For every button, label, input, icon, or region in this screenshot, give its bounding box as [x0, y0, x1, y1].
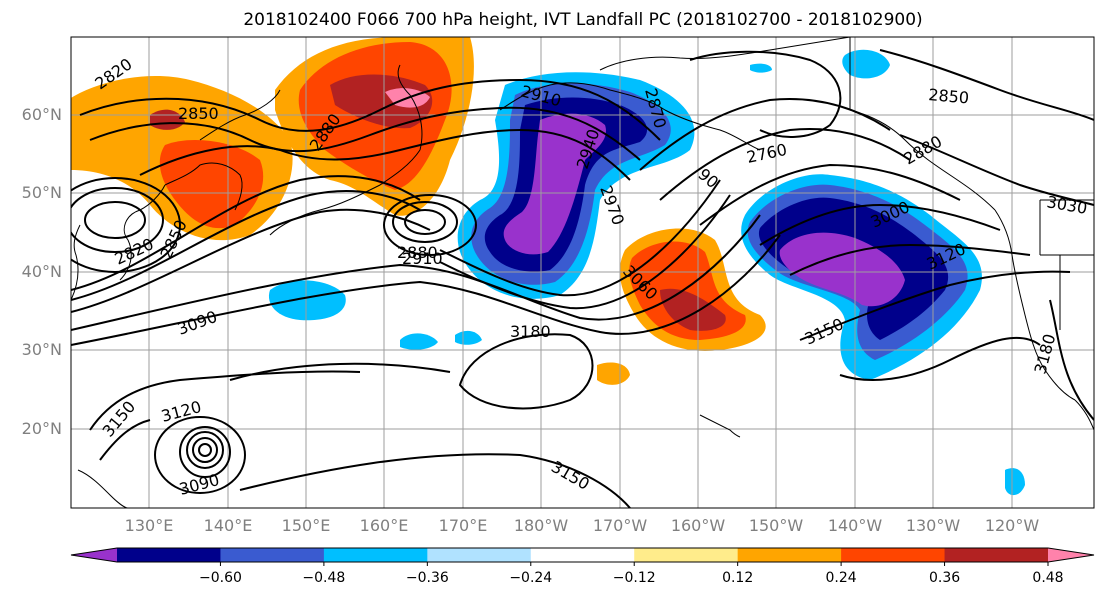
colorbar-tick-label: 0.36: [929, 570, 960, 586]
colorbar-tick-label: −0.48: [302, 570, 345, 586]
map-frame: [70, 36, 1095, 509]
colorbar-segment: [530, 548, 635, 562]
positive-anomaly-max-central: [660, 288, 726, 331]
height-contours: [71, 49, 1094, 508]
plot-title: 2018102400 F066 700 hPa height, IVT Land…: [243, 10, 922, 30]
lon-tick-label: 140°W: [828, 516, 883, 535]
contour-label: 2850: [178, 104, 219, 123]
negative-anomaly-max-central: [503, 113, 606, 255]
lon-tick-labels: 130°E 140°E 150°E 160°E 170°E 180°W 170°…: [125, 516, 1040, 535]
colorbar-segment: [944, 548, 1049, 562]
graticule: [71, 37, 1094, 508]
colorbar-segment: [117, 548, 221, 562]
lat-tick-label: 30°N: [22, 340, 62, 359]
lon-tick-label: 170°W: [593, 516, 648, 535]
colorbar-tick-label: −0.24: [509, 570, 552, 586]
lon-tick-label: 130°E: [125, 516, 174, 535]
colorbar-segment: [323, 548, 428, 562]
lon-tick-label: 160°E: [360, 516, 409, 535]
colorbar-segment: [220, 548, 325, 562]
colorbar-tick-label: −0.36: [406, 570, 449, 586]
lat-tick-label: 40°N: [22, 262, 62, 281]
lat-tick-label: 20°N: [22, 419, 62, 438]
lon-tick-label: 150°E: [282, 516, 331, 535]
negative-anomaly-spot-4: [750, 63, 772, 73]
lon-tick-label: 130°W: [906, 516, 961, 535]
colorbar-segment: [841, 548, 946, 562]
lon-tick-label: 140°E: [204, 516, 253, 535]
lon-tick-label: 160°W: [671, 516, 726, 535]
lon-tick-label: 170°E: [439, 516, 488, 535]
lat-tick-label: 50°N: [22, 183, 62, 202]
lat-tick-labels: 60°N 50°N 40°N 30°N 20°N: [22, 105, 62, 438]
colorbar-tick-label: 0.12: [722, 570, 753, 586]
negative-anomaly-spot-2: [400, 333, 438, 350]
colorbar-segment: [634, 548, 739, 562]
lon-tick-label: 180°W: [514, 516, 569, 535]
colorbar-tick-label: −0.60: [199, 570, 242, 586]
colorbar-outline: [70, 547, 1095, 563]
negative-anomaly-spot-1: [268, 280, 346, 321]
negative-anomaly-max-east: [779, 232, 905, 307]
map-area: 2820 2850 2880 2910 2940 2970 2870 2760 …: [71, 37, 1094, 508]
lon-tick-label: 120°W: [985, 516, 1040, 535]
colorbar-tick-label: −0.12: [613, 570, 656, 586]
contour-label: 2850: [928, 85, 970, 107]
contour-label: 2910: [402, 249, 443, 268]
negative-anomaly-spot-3: [455, 330, 482, 345]
positive-anomaly-spot-small: [597, 362, 630, 385]
negative-anomaly-spot-6: [1005, 468, 1025, 496]
colorbar-tick-label: 0.24: [826, 570, 857, 586]
colorbar: −0.60 −0.48 −0.36 −0.24 −0.12 0.12 0.24 0.36 0.4…: [70, 547, 1095, 586]
negative-anomaly-spot-5: [842, 49, 890, 79]
contour-label: 3180: [510, 322, 551, 341]
colorbar-tick-label: 0.48: [1032, 570, 1063, 586]
colorbar-extend-max: [1048, 548, 1094, 562]
colorbar-segment: [427, 548, 532, 562]
lat-tick-label: 60°N: [22, 105, 62, 124]
contour-label: 2880: [397, 243, 438, 262]
colorbar-extend-min: [71, 548, 117, 562]
lon-tick-label: 150°W: [749, 516, 804, 535]
colorbar-segment: [737, 548, 842, 562]
